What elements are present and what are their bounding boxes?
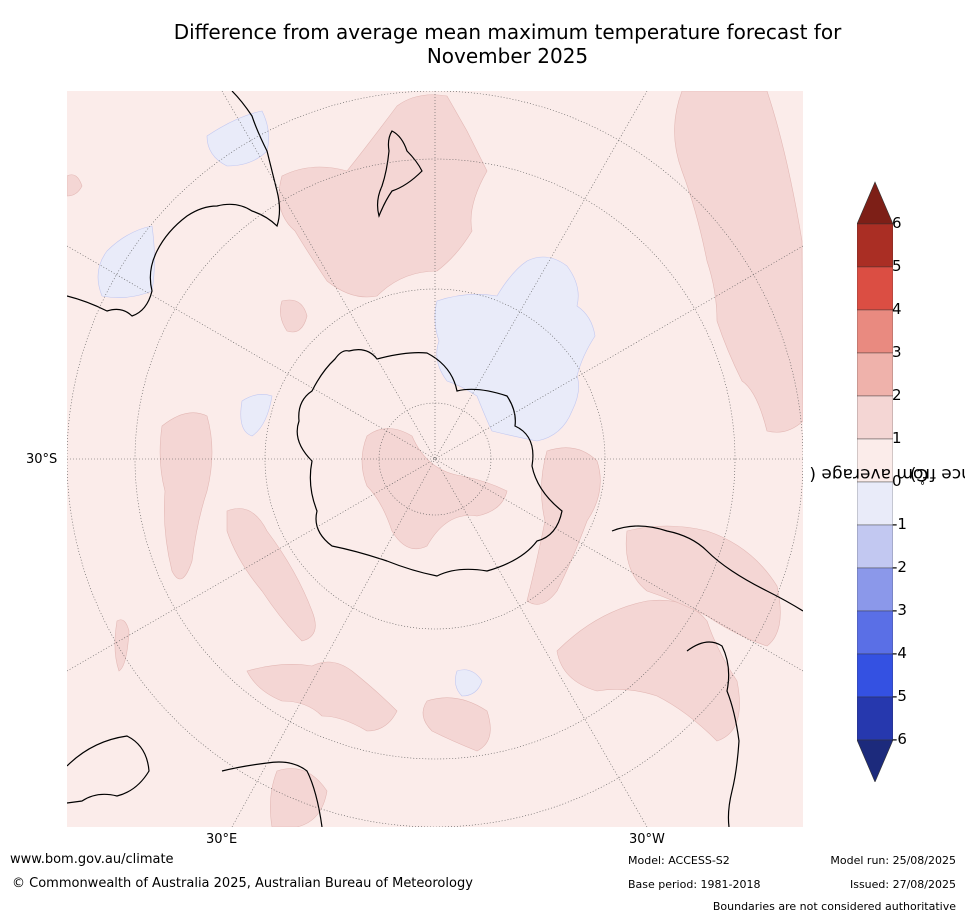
lon-label-30w: 30°W xyxy=(629,832,665,847)
colorbar-tick-label: -6 xyxy=(892,730,907,748)
colorbar-segment xyxy=(856,223,894,268)
colorbar-tick-label: 1 xyxy=(892,429,902,447)
coastlines xyxy=(67,91,803,827)
colorbar-segment xyxy=(856,481,894,526)
footer-website[interactable]: www.bom.gov.au/climate xyxy=(10,852,174,867)
colorbar-tick-label: 0 xyxy=(892,472,902,490)
new-zealand-coastline xyxy=(376,130,423,218)
colorbar-tick-label: 5 xyxy=(892,257,902,275)
warm-region-drake xyxy=(526,447,601,605)
warm-region-south-atlantic xyxy=(556,599,740,742)
footer-disclaimer: Boundaries are not considered authoritat… xyxy=(712,900,956,913)
footer-base-period: Base period: 1981-2018 xyxy=(628,878,761,891)
colorbar-title-suffix: C) xyxy=(909,463,929,484)
warm-region-atlantic-east xyxy=(674,91,803,433)
graticule-overlay xyxy=(67,91,803,827)
warm-region-indian-2 xyxy=(226,508,316,642)
warm-region-small-1 xyxy=(280,299,308,333)
parallel-45s xyxy=(134,158,736,760)
meridian-60e xyxy=(67,245,436,460)
map-canvas xyxy=(67,91,803,827)
warm-region-polar-cap xyxy=(361,428,508,550)
colorbar-segment xyxy=(856,524,894,569)
meridian-150w xyxy=(434,458,648,827)
colorbar-tick-label: 6 xyxy=(892,214,902,232)
colorbar-extend-min xyxy=(856,739,894,783)
footer-model: Model: ACCESS-S2 xyxy=(628,854,730,867)
colorbar-title-text: Difference from average (°C) xyxy=(809,464,965,486)
warm-region-sw-lower xyxy=(270,768,328,827)
colorbar-segment xyxy=(856,266,894,311)
cool-region-lower xyxy=(455,669,483,697)
colorbar-tick-label: -1 xyxy=(892,515,907,533)
colorbar-tick-label: -3 xyxy=(892,601,907,619)
footer-issued: Issued: 27/08/2025 xyxy=(849,878,956,891)
madagascar-coastline xyxy=(221,761,323,827)
map-title: Difference from average mean maximum tem… xyxy=(0,20,965,68)
south-america-coastline-west xyxy=(686,641,740,827)
colorbar-segment xyxy=(856,610,894,655)
warm-region-south-indian xyxy=(246,661,398,732)
lon-label-30e: 30°E xyxy=(206,832,238,847)
warm-region-west-patch xyxy=(67,174,83,197)
colorbar-tick-label: 4 xyxy=(892,300,902,318)
colorbar-segment xyxy=(856,696,894,741)
footer-model-run: Model run: 25/08/2025 xyxy=(830,854,956,867)
graticule xyxy=(67,91,803,827)
south-america-coastline xyxy=(611,525,803,612)
colorbar-segment xyxy=(856,352,894,397)
map-title-line1: Difference from average mean maximum tem… xyxy=(173,20,842,44)
colorbar-segment xyxy=(856,309,894,354)
footer-copyright: © Commonwealth of Australia 2025, Austra… xyxy=(12,876,473,891)
meridian-120e xyxy=(67,458,436,672)
meridian-120w xyxy=(434,458,803,672)
colorbar-tick-label: -5 xyxy=(892,687,907,705)
lat-label-30s: 30°S xyxy=(26,452,58,467)
warm-region-indian-1 xyxy=(159,412,213,580)
africa-coastline xyxy=(67,735,150,804)
map-title-line2: November 2025 xyxy=(426,44,589,68)
colorbar-scale xyxy=(856,181,894,783)
colorbar-title-prefix: Difference from average ( xyxy=(809,463,965,484)
australia-coastline xyxy=(67,91,281,317)
colorbar-extend-max xyxy=(856,181,894,225)
meridian-30w xyxy=(434,91,648,460)
temperature-anomaly-map xyxy=(67,91,803,827)
colorbar-tick-label: -2 xyxy=(892,558,907,576)
meridian-30e xyxy=(221,91,436,460)
cool-anomaly-regions xyxy=(97,110,596,697)
warm-region-south-america-patch xyxy=(625,525,781,647)
colorbar-tick-label: 3 xyxy=(892,343,902,361)
meridian-150e xyxy=(231,458,436,827)
warm-anomaly-regions xyxy=(67,91,803,827)
cool-region-south-atlantic xyxy=(434,256,596,442)
colorbar-segment xyxy=(856,395,894,440)
colorbar-segment xyxy=(856,438,894,483)
colorbar-tick-label: -4 xyxy=(892,644,907,662)
colorbar-segment xyxy=(856,653,894,698)
cool-region-indian-small xyxy=(240,394,273,437)
meridian-60w xyxy=(434,245,803,460)
antarctica-coastline xyxy=(296,349,563,577)
warm-region-lower-central xyxy=(422,697,491,752)
colorbar-tick-label: 2 xyxy=(892,386,902,404)
colorbar-segment xyxy=(856,567,894,612)
colorbar xyxy=(856,180,894,786)
